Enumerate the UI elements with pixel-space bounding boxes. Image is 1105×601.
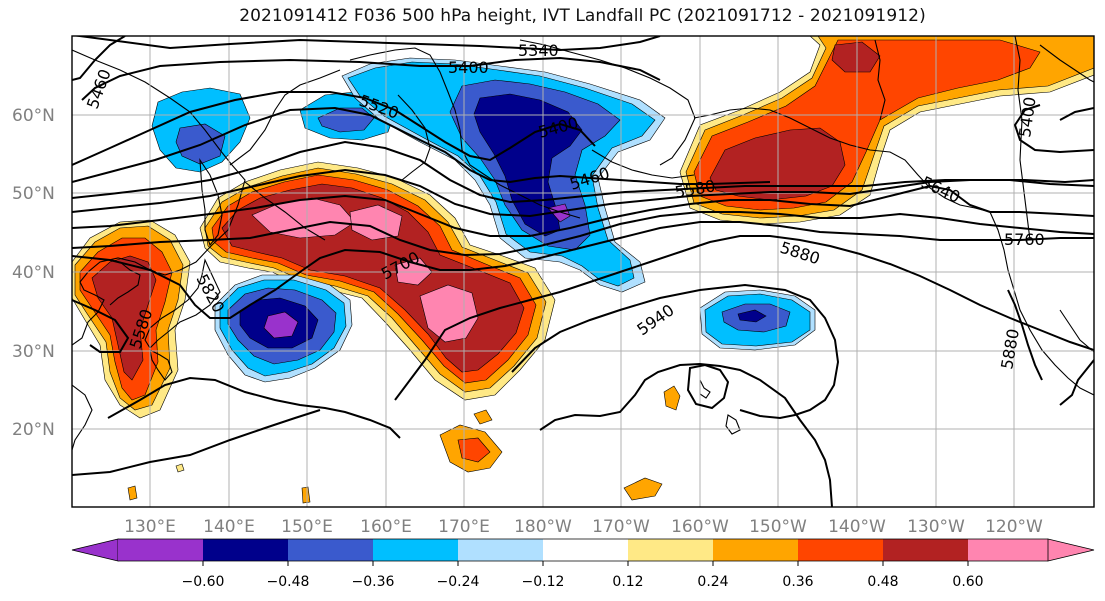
coastlines: [72, 36, 1094, 451]
map-panel: 5340 5400 5460 5520 5400 5460 5580 5640 …: [71, 35, 1095, 508]
height-contour: [81, 56, 661, 101]
colorbar-segment: [968, 539, 1048, 561]
contour-label: 5340: [518, 41, 559, 60]
longitude-label: 170°W: [592, 517, 650, 537]
height-contour: [72, 211, 1094, 257]
height-contour: [686, 363, 730, 410]
latitude-label: 60°N: [12, 106, 55, 126]
longitude-label: 170°E: [438, 517, 490, 537]
longitude-labels: 130°E 140°E 150°E 160°E 170°E 180°W 170°…: [124, 517, 1043, 537]
colorbar-segment: [628, 539, 713, 561]
longitude-label: 150°W: [749, 517, 807, 537]
colorbar-segment: [798, 539, 883, 561]
colorbar-segment: [543, 539, 628, 561]
longitude-label: 180°W: [514, 517, 572, 537]
height-contour: [1013, 104, 1094, 154]
colorbar-tick-label: 0.48: [867, 574, 898, 590]
ivt-negative-region: [547, 203, 571, 223]
colorbar-segment: [373, 539, 458, 561]
ivt-positive-region: [623, 477, 663, 501]
ivt-positive-region: [91, 255, 157, 381]
height-contour: [511, 283, 840, 420]
height-contour: [72, 299, 130, 353]
colorbar-tick-label: 0.12: [612, 574, 643, 590]
ivt-positive-region: [301, 486, 311, 504]
height-contour: [72, 36, 126, 81]
colorbar-segment: [118, 539, 203, 561]
ivt-negative-region: [263, 311, 299, 339]
colorbar-segment-low: [71, 538, 119, 562]
height-contours: [72, 36, 1094, 507]
map-title: 2021091412 F036 500 hPa height, IVT Land…: [239, 6, 926, 26]
colorbar-tick-label: −0.24: [437, 574, 480, 590]
ivt-positive-region: [175, 463, 185, 473]
longitude-label: 130°W: [907, 517, 965, 537]
height-contour: [539, 362, 833, 507]
latitude-label: 30°N: [12, 342, 55, 362]
colorbar: −0.60 −0.48 −0.36 −0.24 −0.12 0.12 0.24 …: [71, 538, 1095, 590]
colorbar-tick-label: −0.48: [267, 574, 310, 590]
height-contour: [72, 91, 596, 166]
height-contour: [1059, 359, 1094, 406]
latitude-label: 40°N: [12, 263, 55, 283]
height-contour: [1059, 107, 1094, 121]
latitude-labels: 60°N 50°N 40°N 30°N 20°N: [12, 106, 55, 440]
ivt-positive-region: [457, 437, 491, 463]
ivt-negative-region: [737, 309, 767, 323]
height-contour: [72, 221, 1094, 319]
colorbar-segment: [203, 539, 288, 561]
colorbar-tick-label: 0.36: [782, 574, 813, 590]
contour-label: 5760: [1004, 230, 1045, 249]
height-contour: [72, 106, 771, 185]
colorbar-tick-label: 0.60: [952, 574, 983, 590]
height-contour: [1007, 289, 1043, 381]
latitude-label: 20°N: [12, 420, 55, 440]
colorbar-tick-label: −0.36: [352, 574, 395, 590]
height-contour: [72, 409, 321, 476]
latitude-label: 50°N: [12, 184, 55, 204]
longitude-label: 140°E: [203, 517, 255, 537]
graticule: [72, 36, 1094, 507]
longitude-label: 130°E: [124, 517, 176, 537]
longitude-label: 160°E: [360, 517, 412, 537]
height-contour: [72, 184, 1094, 237]
longitude-label: 160°W: [671, 517, 729, 537]
longitude-label: 120°W: [985, 517, 1043, 537]
colorbar-segment-high: [1047, 538, 1095, 562]
colorbar-ticks: [202, 561, 969, 566]
ivt-positive-region: [349, 204, 403, 241]
colorbar-segment: [713, 539, 798, 561]
ivt-positive-region: [831, 41, 881, 73]
colorbar-tick-label: 0.24: [697, 574, 728, 590]
ivt-positive-region: [663, 385, 681, 411]
longitude-label: 140°W: [828, 517, 886, 537]
colorbar-segment: [288, 539, 373, 561]
ivt-positive-region: [127, 485, 138, 501]
colorbar-segment: [458, 539, 543, 561]
longitude-label: 150°E: [281, 517, 333, 537]
height-contour: [394, 235, 1094, 401]
height-contour: [72, 168, 1094, 218]
height-contour: [72, 140, 1094, 204]
ivt-shading: [72, 36, 1094, 504]
colorbar-tick-label: −0.60: [182, 574, 225, 590]
colorbar-segment: [883, 539, 968, 561]
colorbar-tick-label: −0.12: [522, 574, 565, 590]
ivt-positive-region: [473, 409, 493, 425]
height-contour: [72, 36, 661, 52]
height-contour: [107, 376, 401, 439]
contour-label: 5400: [448, 58, 489, 77]
